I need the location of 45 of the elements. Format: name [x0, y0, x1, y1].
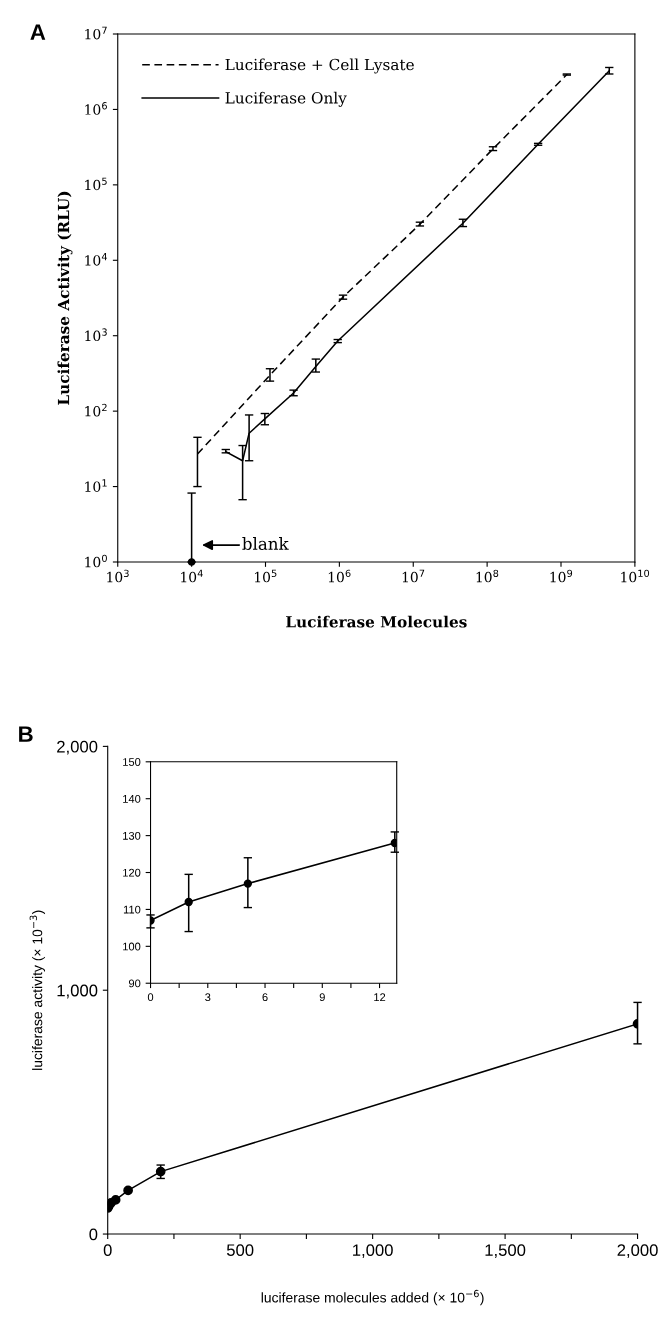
x-tick-label: 10$^{4}$	[181, 569, 203, 583]
x-tick-label: 1,500	[485, 1244, 526, 1258]
y-tick-label: 10$^{3}$	[85, 328, 107, 342]
x-tick-label: 10$^{3}$	[107, 569, 129, 583]
x-tick-label: 9	[319, 993, 325, 1002]
x-tick-label: 10$^{9}$	[550, 569, 573, 583]
legend-label: Luciferase Only	[225, 91, 347, 107]
legend-label: Luciferase + Cell Lysate	[225, 58, 414, 74]
chart-title: B	[19, 726, 33, 742]
x-tick-label: 1,000	[353, 1244, 393, 1258]
y-tick-label: 150	[123, 758, 141, 766]
y-tick-label: 10$^{6}$	[85, 102, 107, 115]
x-tick-label: 6	[262, 993, 268, 1002]
x-tick-label: 500	[226, 1244, 254, 1257]
x-axis-title: luciferase molecules added (× 10$^{−6}$)	[261, 1289, 484, 1306]
y-tick-label: 10$^{7}$	[85, 26, 107, 40]
y-tick-label: 10$^{5}$	[85, 177, 107, 191]
y-tick-label: 0	[89, 1228, 98, 1241]
x-tick-label: 2,000	[617, 1244, 658, 1258]
chart-title: A	[30, 24, 46, 40]
y-tick-label: 100	[123, 942, 141, 951]
y-tick-label: 130	[123, 831, 141, 840]
annotation: blank	[242, 537, 289, 550]
y-axis-title: Luciferase Activity (RLU)	[57, 191, 73, 405]
point	[110, 1195, 121, 1205]
y-tick-label: 140	[123, 794, 141, 803]
x-tick-label: 12	[374, 993, 386, 1001]
y-axis-title: luciferase activity (× 10$^{−3}$)	[29, 910, 46, 1070]
y-tick-label: 120	[123, 868, 141, 877]
y-tick-label: 2,000	[57, 740, 98, 755]
y-tick-label: 90	[128, 979, 141, 988]
y-tick-label: 10$^{2}$	[85, 403, 107, 417]
x-tick-label: 10$^{8}$	[476, 569, 499, 583]
x-tick-label: 0	[147, 993, 154, 1002]
y-tick-label: 10$^{0}$	[85, 554, 107, 568]
y-tick-label: 10$^{4}$	[85, 253, 108, 266]
y-tick-label: 10$^{1}$	[85, 479, 107, 492]
y-tick-label: 110	[123, 905, 141, 914]
x-axis-title: Luciferase Molecules	[286, 615, 467, 628]
x-tick-label: 10$^{5}$	[254, 569, 277, 583]
x-tick-label: 10$^{6}$	[328, 569, 351, 583]
x-tick-label: 10$^{10}$	[621, 569, 650, 583]
x-tick-label: 10$^{7}$	[402, 569, 425, 583]
point	[123, 1185, 133, 1196]
x-tick-label: 3	[205, 993, 211, 1002]
